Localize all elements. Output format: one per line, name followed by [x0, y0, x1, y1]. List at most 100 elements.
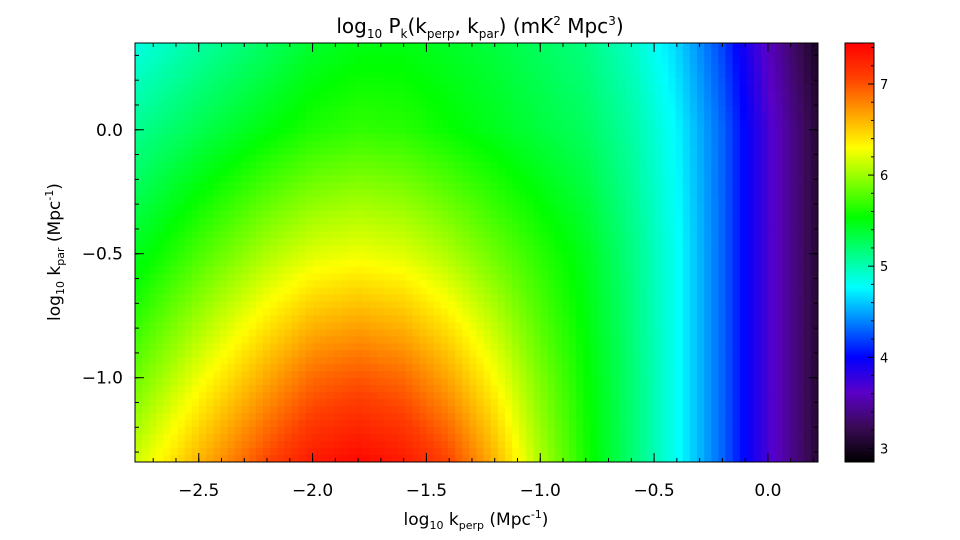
heatmap-cell — [412, 210, 421, 219]
heatmap-cell — [170, 49, 179, 58]
heatmap-cell — [810, 105, 818, 114]
heatmap-cell — [191, 315, 200, 323]
heatmap-cell — [561, 364, 570, 372]
heatmap-cell — [732, 182, 741, 191]
heatmap-cell — [455, 161, 463, 170]
heatmap-cell — [689, 315, 698, 323]
heatmap-cell — [384, 301, 392, 309]
heatmap-cell — [234, 280, 243, 289]
heatmap-cell — [213, 273, 221, 282]
heatmap-cell — [241, 105, 250, 114]
heatmap-cell — [718, 133, 727, 142]
heatmap-cell — [512, 371, 520, 379]
heatmap-cell — [284, 329, 293, 337]
heatmap-cell — [213, 252, 221, 261]
heatmap-cell — [561, 140, 570, 149]
heatmap-cell — [305, 43, 314, 51]
heatmap-cell — [483, 238, 492, 247]
heatmap-cell — [718, 189, 727, 198]
heatmap-cell — [291, 364, 300, 372]
heatmap-cell — [334, 273, 342, 282]
heatmap-cell — [135, 77, 143, 86]
heatmap-cell — [170, 343, 179, 351]
heatmap-cell — [384, 126, 392, 135]
heatmap-cell — [362, 196, 371, 205]
heatmap-cell — [455, 399, 463, 407]
heatmap-cell — [440, 196, 449, 205]
heatmap-cell — [384, 399, 392, 407]
heatmap-cell — [668, 161, 677, 170]
heatmap-cell — [462, 189, 470, 198]
heatmap-cell — [590, 56, 599, 65]
heatmap-cell — [775, 364, 784, 372]
heatmap-cell — [391, 399, 399, 407]
heatmap-cell — [341, 378, 350, 386]
heatmap-cell — [305, 189, 314, 198]
heatmap-cell — [298, 70, 307, 79]
heatmap-cell — [625, 315, 634, 323]
heatmap-cell — [462, 140, 470, 149]
heatmap-cell — [675, 210, 684, 219]
heatmap-cell — [568, 196, 577, 205]
heatmap-cell — [220, 105, 229, 114]
heatmap-cell — [341, 217, 350, 226]
heatmap-cell — [625, 273, 634, 282]
heatmap-cell — [483, 371, 492, 379]
heatmap-cell — [689, 371, 698, 379]
heatmap-cell — [348, 385, 357, 393]
heatmap-cell — [547, 43, 556, 51]
heatmap-cell — [199, 175, 207, 184]
heatmap-cell — [476, 357, 485, 365]
heatmap-cell — [682, 217, 691, 226]
heatmap-cell — [177, 385, 186, 393]
heatmap-cell — [348, 224, 357, 233]
heatmap-cell — [213, 161, 221, 170]
heatmap-cell — [362, 140, 371, 149]
heatmap-cell — [540, 259, 549, 268]
heatmap-cell — [369, 84, 378, 93]
heatmap-cell — [504, 133, 513, 142]
heatmap-field — [135, 43, 818, 462]
heatmap-cell — [213, 231, 221, 240]
heatmap-cell — [255, 343, 264, 351]
heatmap-cell — [490, 49, 499, 58]
heatmap-cell — [376, 154, 385, 163]
heatmap-cell — [576, 133, 584, 142]
heatmap-cell — [590, 245, 599, 254]
heatmap-cell — [810, 364, 818, 372]
heatmap-cell — [497, 399, 506, 407]
heatmap-cell — [675, 126, 684, 135]
heatmap-cell — [277, 231, 285, 240]
heatmap-cell — [277, 259, 285, 268]
heatmap-cell — [689, 273, 698, 282]
heatmap-cell — [206, 147, 214, 156]
heatmap-cell — [255, 98, 264, 107]
heatmap-cell — [206, 252, 214, 261]
heatmap-cell — [611, 189, 620, 198]
heatmap-cell — [248, 294, 257, 302]
heatmap-cell — [270, 287, 278, 295]
heatmap-cell — [248, 77, 257, 86]
heatmap-cell — [675, 252, 684, 261]
heatmap-cell — [234, 385, 243, 393]
heatmap-cell — [647, 266, 655, 275]
heatmap-cell — [561, 126, 570, 135]
heatmap-cell — [163, 294, 172, 302]
heatmap-cell — [142, 70, 150, 79]
heatmap-cell — [519, 245, 527, 254]
heatmap-cell — [284, 322, 293, 330]
heatmap-cell — [682, 56, 691, 65]
heatmap-cell — [654, 196, 663, 205]
heatmap-cell — [149, 154, 157, 163]
heatmap-cell — [718, 63, 727, 72]
heatmap-cell — [227, 280, 236, 289]
heatmap-cell — [234, 259, 243, 268]
heatmap-cell — [682, 350, 691, 358]
heatmap-cell — [319, 336, 328, 344]
heatmap-cell — [405, 266, 414, 275]
heatmap-cell — [369, 343, 378, 351]
heatmap-cell — [554, 308, 563, 316]
heatmap-cell — [611, 266, 620, 275]
heatmap-cell — [419, 245, 428, 254]
heatmap-cell — [725, 49, 734, 58]
